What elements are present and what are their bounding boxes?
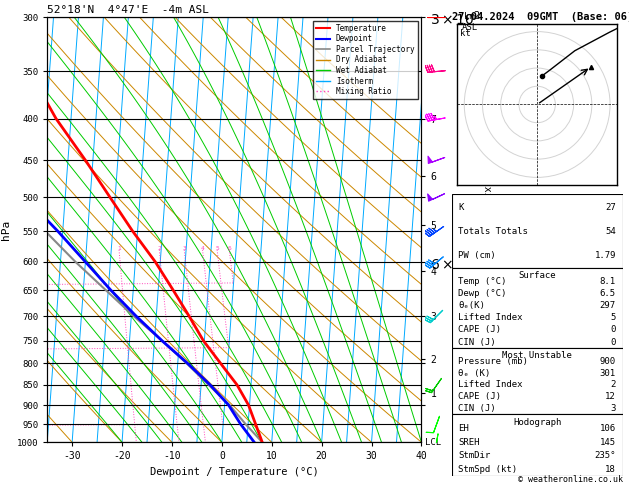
Text: 145: 145 — [599, 438, 616, 447]
Text: 4: 4 — [201, 246, 204, 251]
Text: 6.5: 6.5 — [599, 289, 616, 298]
Legend: Temperature, Dewpoint, Parcel Trajectory, Dry Adiabat, Wet Adiabat, Isotherm, Mi: Temperature, Dewpoint, Parcel Trajectory… — [313, 21, 418, 99]
Text: StmDir: StmDir — [459, 451, 491, 460]
FancyBboxPatch shape — [452, 194, 623, 268]
Text: © weatheronline.co.uk: © weatheronline.co.uk — [518, 474, 623, 484]
Text: Lifted Index: Lifted Index — [459, 313, 523, 322]
Text: 900: 900 — [599, 357, 616, 366]
Text: Pressure (mb): Pressure (mb) — [459, 357, 528, 366]
Text: CIN (J): CIN (J) — [459, 338, 496, 347]
Text: km
ASL: km ASL — [462, 12, 478, 32]
Text: CAPE (J): CAPE (J) — [459, 392, 501, 401]
Text: Surface: Surface — [518, 271, 556, 280]
Text: θₑ (K): θₑ (K) — [459, 368, 491, 378]
Text: Hodograph: Hodograph — [513, 417, 561, 427]
Text: 27.04.2024  09GMT  (Base: 06): 27.04.2024 09GMT (Base: 06) — [452, 12, 629, 22]
Text: 301: 301 — [599, 368, 616, 378]
FancyBboxPatch shape — [452, 268, 623, 348]
Text: kt: kt — [460, 29, 471, 38]
Text: CIN (J): CIN (J) — [459, 404, 496, 413]
Text: 52°18'N  4°47'E  -4m ASL: 52°18'N 4°47'E -4m ASL — [47, 5, 209, 15]
Text: 18: 18 — [605, 465, 616, 474]
FancyBboxPatch shape — [452, 348, 623, 414]
Text: 0: 0 — [611, 326, 616, 334]
Text: 2: 2 — [611, 381, 616, 389]
Text: 2: 2 — [157, 246, 161, 251]
Text: θₑ(K): θₑ(K) — [459, 301, 486, 310]
Text: 3: 3 — [182, 246, 186, 251]
Text: 6: 6 — [228, 246, 231, 251]
Text: 235°: 235° — [594, 451, 616, 460]
Text: 297: 297 — [599, 301, 616, 310]
Text: Dewp (°C): Dewp (°C) — [459, 289, 507, 298]
Text: 12: 12 — [605, 392, 616, 401]
Text: 8.1: 8.1 — [599, 277, 616, 286]
Text: 3: 3 — [611, 404, 616, 413]
Text: 106: 106 — [599, 424, 616, 433]
Text: StmSpd (kt): StmSpd (kt) — [459, 465, 518, 474]
Text: Temp (°C): Temp (°C) — [459, 277, 507, 286]
Text: 27: 27 — [605, 203, 616, 212]
FancyBboxPatch shape — [452, 414, 623, 476]
Text: Most Unstable: Most Unstable — [502, 351, 572, 361]
Text: LCL: LCL — [425, 438, 442, 447]
Text: EH: EH — [459, 424, 469, 433]
Text: 0: 0 — [611, 338, 616, 347]
Y-axis label: hPa: hPa — [1, 220, 11, 240]
X-axis label: Dewpoint / Temperature (°C): Dewpoint / Temperature (°C) — [150, 467, 319, 477]
Y-axis label: Mixing Ratio (g/kg): Mixing Ratio (g/kg) — [482, 174, 493, 285]
Text: 5: 5 — [215, 246, 219, 251]
Text: 5: 5 — [611, 313, 616, 322]
Text: CAPE (J): CAPE (J) — [459, 326, 501, 334]
Text: 1: 1 — [117, 246, 121, 251]
Text: SREH: SREH — [459, 438, 480, 447]
Text: Lifted Index: Lifted Index — [459, 381, 523, 389]
Text: Totals Totals: Totals Totals — [459, 227, 528, 236]
Text: K: K — [459, 203, 464, 212]
Text: 1.79: 1.79 — [594, 251, 616, 260]
Text: PW (cm): PW (cm) — [459, 251, 496, 260]
Text: 54: 54 — [605, 227, 616, 236]
